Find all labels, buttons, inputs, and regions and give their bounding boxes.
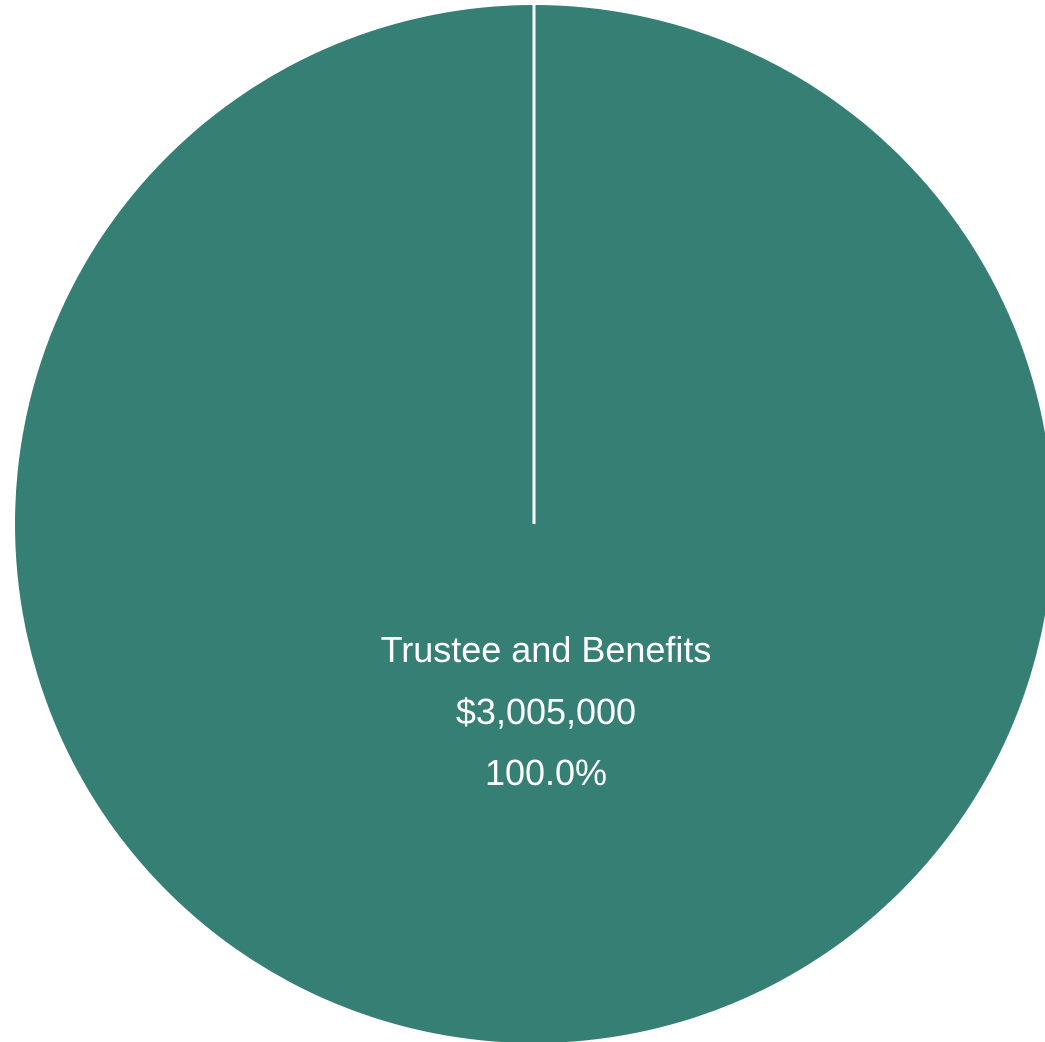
pie-slice <box>15 5 1045 1042</box>
slice-category-label: Trustee and Benefits <box>381 629 712 670</box>
labels-layer: Trustee and Benefits $3,005,000 100.0% <box>381 629 712 793</box>
slices-layer <box>15 3 1045 1042</box>
slice-value-label: $3,005,000 <box>456 691 636 732</box>
slice-percent-label: 100.0% <box>485 752 607 793</box>
